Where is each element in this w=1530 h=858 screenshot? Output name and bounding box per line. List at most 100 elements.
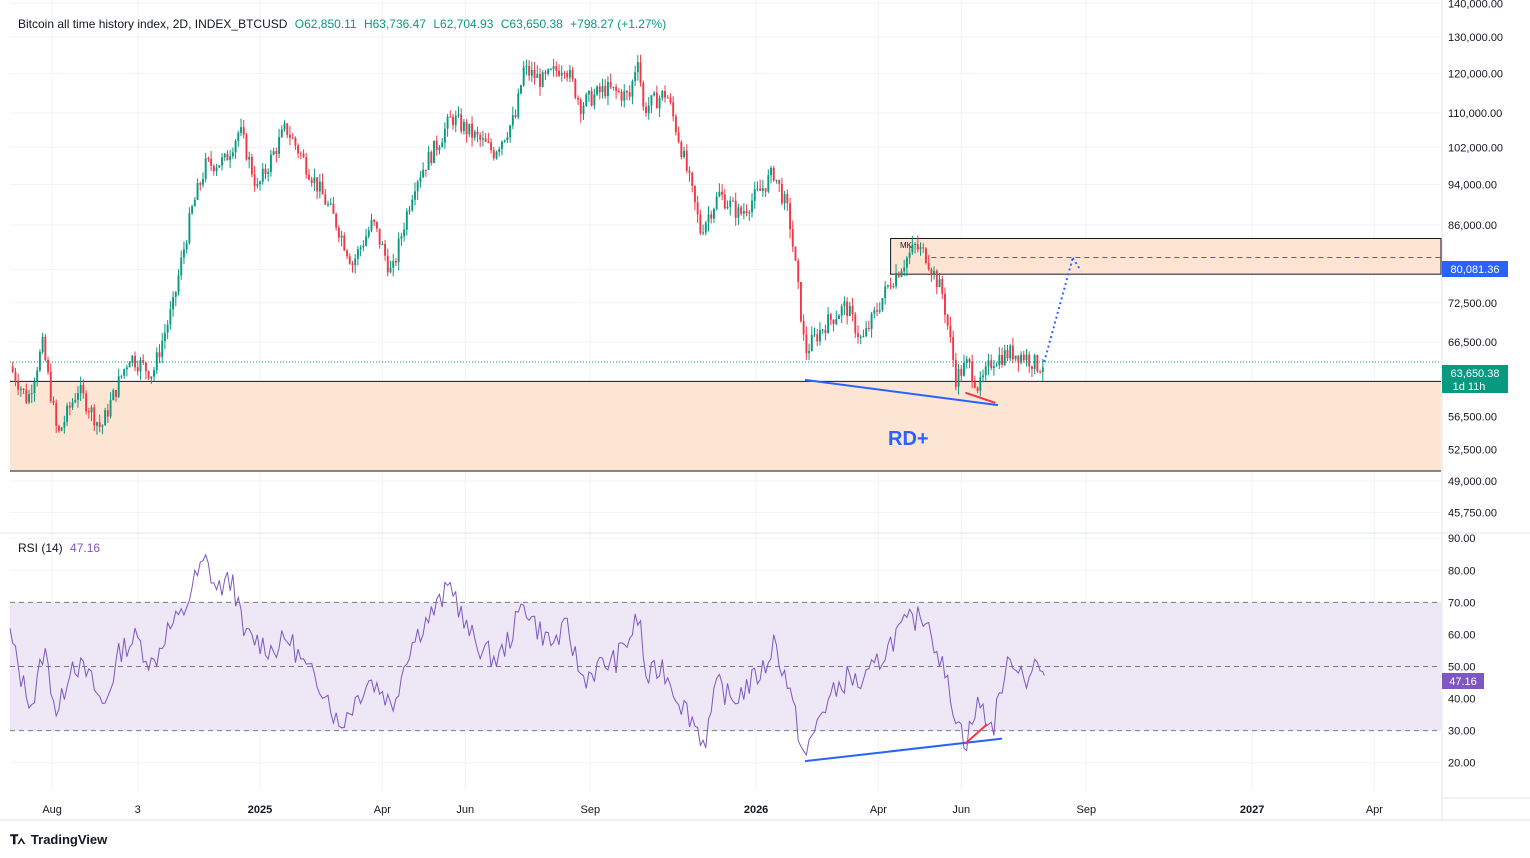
candle-body: [987, 360, 990, 367]
candle-body: [617, 90, 620, 92]
candle-body: [335, 213, 338, 228]
candle-body: [332, 203, 335, 214]
candle-body: [215, 167, 218, 172]
candle-body: [278, 137, 281, 154]
candle-body: [979, 377, 982, 391]
candle-body: [873, 310, 876, 314]
candle-body: [449, 116, 452, 118]
candle-body: [522, 67, 525, 86]
candle-body: [691, 172, 694, 186]
candle-body: [566, 73, 569, 78]
candle-body: [283, 123, 286, 130]
tradingview-logo-icon: 𝐓∧: [10, 832, 25, 847]
candle-body: [683, 150, 686, 157]
candle-body: [375, 221, 378, 229]
candle-body: [134, 355, 136, 368]
candle-body: [810, 335, 813, 351]
price-tick-label: 110,000.00: [1448, 108, 1502, 120]
tradingview-brand[interactable]: 𝐓∧ TradingView: [10, 832, 107, 848]
candle-body: [954, 359, 957, 387]
candle-body: [49, 371, 52, 401]
candle-body: [163, 332, 166, 341]
candle-body: [829, 314, 832, 320]
candle-body: [593, 94, 596, 106]
candle-body: [1009, 345, 1012, 359]
candle-body: [596, 86, 599, 95]
zones-layer: [10, 237, 1442, 472]
candle-body: [745, 211, 748, 214]
candle-body: [25, 389, 28, 403]
price-tick-label: 140,000.00: [1448, 0, 1503, 10]
zone-level-tag-bg: [1442, 261, 1508, 277]
candle-body: [944, 293, 946, 315]
candle-body: [579, 99, 582, 114]
candle-body: [403, 229, 406, 237]
candle-body: [66, 405, 69, 422]
candle-body: [802, 321, 805, 335]
candle-body: [41, 336, 44, 352]
candle-body: [82, 384, 85, 394]
candle-body: [753, 189, 756, 201]
price-tick-label: 52,500.00: [1448, 445, 1497, 457]
candle-body: [789, 203, 792, 230]
candle-body: [313, 177, 316, 183]
candle-body: [797, 260, 800, 283]
candle-body: [514, 115, 517, 118]
candle-body: [916, 244, 919, 250]
candle-body: [435, 140, 438, 151]
rsi-pane: [9, 553, 1441, 763]
candle-body: [405, 211, 408, 230]
candle-body: [772, 167, 775, 181]
candle-body: [79, 384, 82, 394]
candle-body: [117, 376, 120, 397]
candle-body: [965, 359, 968, 363]
candle-body: [612, 86, 615, 88]
candle-body: [144, 362, 147, 372]
candle-body: [185, 243, 188, 250]
candle-body: [927, 262, 930, 270]
candle-body: [854, 314, 857, 334]
candle-body: [1020, 354, 1023, 363]
candle-body: [636, 62, 639, 73]
candle-body: [484, 138, 487, 142]
time-tick-label: Aug: [42, 804, 62, 816]
candle-body: [202, 178, 204, 185]
candle-body: [846, 301, 849, 317]
candle-body: [297, 145, 300, 154]
candle-body: [995, 365, 998, 367]
candle-body: [533, 69, 536, 79]
rsi-tick-label: 50.00: [1448, 662, 1476, 674]
candle-body: [897, 272, 900, 277]
candle-body: [457, 114, 460, 116]
candle-body: [76, 393, 79, 400]
candle-body: [248, 156, 251, 160]
candle-body: [645, 106, 647, 113]
rsi-header[interactable]: RSI (14) 47.16: [18, 541, 100, 555]
candle-body: [310, 179, 313, 183]
symbol-header[interactable]: Bitcoin all time history index, 2D, INDE…: [18, 17, 670, 31]
candle-body: [182, 249, 185, 258]
candle-body: [386, 255, 389, 273]
candle-body: [549, 69, 552, 71]
candle-body: [308, 174, 310, 180]
candle-body: [642, 82, 645, 107]
price-tick-label: 102,000.00: [1448, 142, 1503, 154]
candle-body: [824, 329, 827, 334]
candle-body: [394, 260, 397, 263]
candle-body: [443, 128, 446, 143]
rsi-divergence-short-line: [964, 723, 988, 745]
candle-body: [468, 123, 471, 135]
candle-body: [770, 167, 772, 176]
candle-body: [495, 152, 498, 159]
candle-body: [465, 121, 468, 135]
candle-body: [924, 248, 927, 263]
candle-body: [193, 199, 196, 207]
candle-body: [231, 152, 234, 157]
candle-body: [587, 90, 590, 95]
candle-body: [1039, 371, 1042, 373]
last-price-tag-bg: [1442, 365, 1508, 393]
candle-body: [568, 69, 571, 78]
candle-body: [207, 158, 210, 160]
rsi-tick-label: 80.00: [1448, 565, 1476, 577]
